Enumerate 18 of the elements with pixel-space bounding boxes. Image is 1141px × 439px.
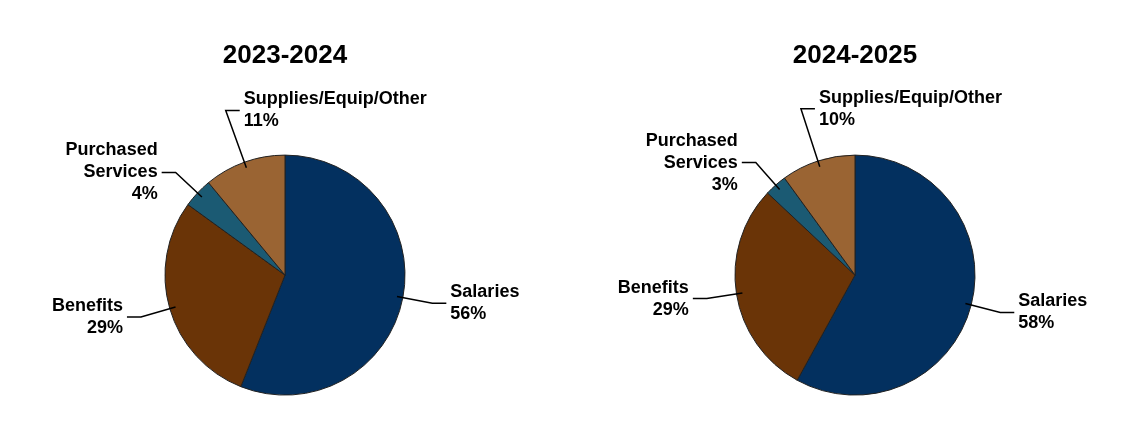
data-label: 3% xyxy=(711,173,738,194)
data-label: 29% xyxy=(86,316,123,337)
slice-label: Supplies/Equip/Other xyxy=(818,86,1002,107)
chart-title: 2024-2025 xyxy=(792,38,918,69)
data-label: 10% xyxy=(818,108,855,129)
data-label: 58% xyxy=(1018,312,1055,333)
data-label: 56% xyxy=(450,303,487,324)
slice-label: Salaries xyxy=(1018,290,1088,311)
chart-title: 2023-2024 xyxy=(222,38,348,69)
data-label: 4% xyxy=(131,183,158,204)
data-label: 29% xyxy=(652,298,689,319)
slice-label: Purchased Services xyxy=(65,139,158,182)
slice-label: Purchased Services xyxy=(645,129,738,172)
slice-label: Salaries xyxy=(450,281,520,302)
slice-label: Benefits xyxy=(617,276,689,297)
data-label: 11% xyxy=(243,110,279,131)
slice-label: Supplies/Equip/Other xyxy=(243,88,427,109)
slice-label: Benefits xyxy=(51,294,123,315)
